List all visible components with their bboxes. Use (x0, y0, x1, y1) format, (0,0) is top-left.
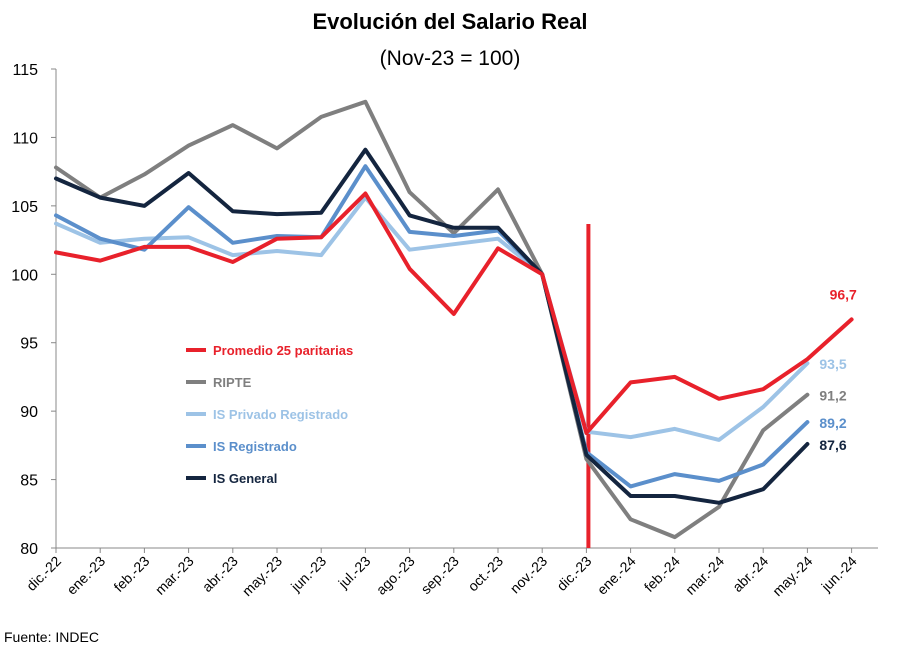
x-tick-label: mar.-24 (682, 553, 727, 598)
x-tick-label: abr.-24 (729, 553, 771, 595)
y-tick-label: 80 (20, 541, 38, 558)
legend-label: IS General (213, 471, 277, 486)
y-tick-label: 110 (12, 130, 38, 147)
chart-subtitle: (Nov-23 = 100) (380, 47, 521, 70)
series-end-label: 87,6 (819, 437, 846, 453)
x-tick-label: ago.-23 (373, 553, 418, 598)
series-lines (54, 99, 854, 540)
legend-label: IS Privado Registrado (213, 407, 348, 422)
x-tick-label: jul.-23 (335, 553, 374, 592)
x-tick-label: may.-23 (239, 553, 285, 599)
x-tick-label: feb.-24 (641, 553, 683, 595)
x-tick-label: dic.-22 (23, 553, 64, 594)
chart-title: Evolución del Salario Real (312, 9, 587, 34)
legend-label: RIPTE (213, 375, 252, 390)
source-note: Fuente: INDEC (4, 629, 99, 645)
legend-label: IS Registrado (213, 439, 297, 454)
x-tick-label: sep.-23 (418, 553, 462, 597)
x-tick-label: ene.-24 (594, 553, 639, 598)
y-tick-label: 115 (12, 62, 38, 79)
x-tick-label: abr.-23 (199, 553, 241, 595)
legend-label: Promedio 25 paritarias (213, 343, 353, 358)
x-tick-label: mar.-23 (152, 553, 197, 598)
series-line (54, 195, 810, 442)
series-end-label: 91,2 (819, 388, 846, 404)
y-tick-label: 85 (20, 473, 38, 490)
series-line (54, 164, 810, 489)
x-tick-label: feb.-23 (110, 553, 152, 595)
end-labels: 91,2 93,5 89,2 87,6 96,7 (819, 286, 857, 453)
x-tick-label: jun.-24 (817, 553, 859, 595)
y-tick-label: 95 (20, 336, 38, 353)
x-tick-label: ene.-23 (63, 553, 108, 598)
x-tick-label: dic.-23 (553, 553, 594, 594)
series-end-label: 89,2 (819, 415, 846, 431)
x-tick-label: nov.-23 (507, 553, 551, 597)
series-line (54, 191, 854, 435)
series-end-label: 93,5 (819, 356, 846, 372)
x-tick-label: may.-24 (769, 553, 815, 599)
x-tick-label: jun.-23 (287, 553, 329, 595)
legend: Promedio 25 paritarias RIPTE IS Privado Re… (186, 343, 353, 486)
series-end-label: 96,7 (830, 286, 857, 302)
x-tick-label: oct.-23 (465, 553, 507, 595)
y-tick-label: 90 (20, 404, 38, 421)
y-tick-label: 105 (11, 199, 38, 216)
y-tick-label: 100 (11, 267, 38, 284)
series-line (54, 99, 810, 540)
series-line (54, 147, 810, 505)
